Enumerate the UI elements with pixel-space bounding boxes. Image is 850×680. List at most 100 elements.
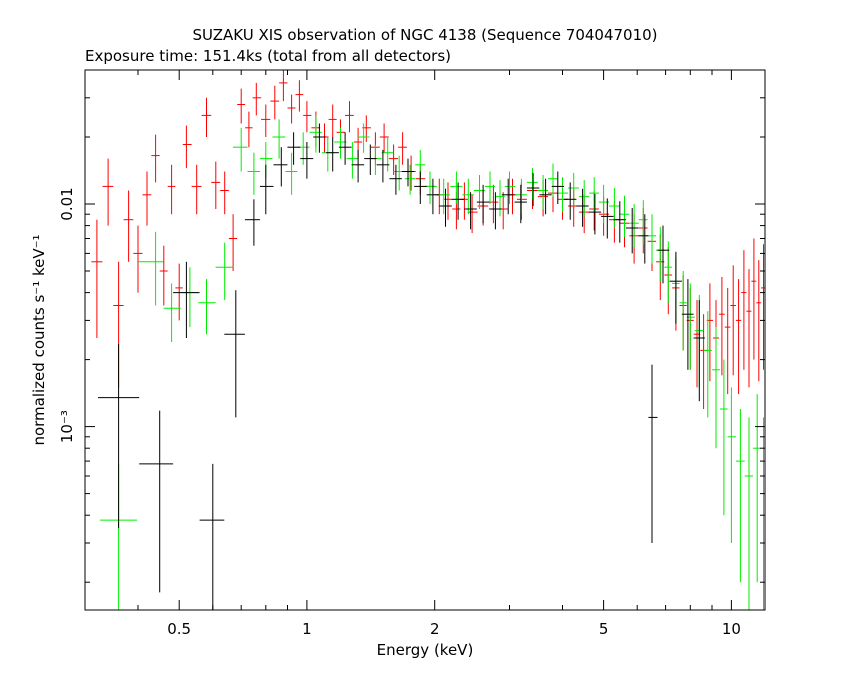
series-black [98, 123, 705, 610]
data-point [151, 134, 160, 183]
y-tick-label: 10⁻³ [58, 410, 76, 443]
data-point [273, 147, 288, 187]
data-point [261, 104, 271, 137]
x-tick-label: 2 [430, 620, 440, 638]
x-tick-label: 1 [302, 620, 312, 638]
data-point [476, 184, 490, 224]
data-point [303, 101, 312, 133]
data-point [287, 132, 301, 165]
x-axis-label: Energy (keV) [377, 641, 474, 659]
data-point [647, 214, 657, 264]
data-point [173, 261, 200, 338]
data-point [295, 80, 304, 112]
data-point [589, 177, 599, 213]
data-point [133, 225, 143, 293]
axis-layer: 0.5 1 2 5 10 0.01 10⁻³ [58, 69, 765, 638]
data-point [495, 180, 505, 217]
data-point [744, 417, 754, 610]
data-point [462, 178, 474, 215]
data-point [578, 180, 590, 217]
data-point [537, 175, 548, 209]
data-point [719, 277, 725, 376]
data-point [526, 168, 538, 200]
data-point [159, 245, 168, 306]
data-point [657, 225, 670, 284]
data-point [557, 177, 569, 213]
data-point [98, 344, 140, 529]
data-point [351, 149, 365, 183]
data-point [426, 178, 440, 215]
data-point [247, 152, 260, 195]
data-point [724, 287, 731, 395]
data-point [526, 172, 540, 206]
data-point [669, 251, 682, 324]
data-point [489, 192, 502, 230]
data-point [198, 279, 216, 335]
data-point [741, 250, 747, 370]
data-point [703, 311, 712, 418]
data-point [761, 244, 765, 370]
data-point [270, 85, 280, 120]
data-point [215, 242, 233, 301]
data-point [285, 152, 298, 195]
data-point [548, 163, 558, 197]
data-point [730, 265, 736, 376]
data-point [679, 271, 687, 351]
data-point [539, 178, 552, 215]
data-point [626, 208, 639, 254]
data-point [756, 260, 762, 382]
data-point [551, 171, 564, 204]
x-tick-label: 10 [722, 620, 741, 638]
data-point [244, 199, 260, 246]
data-point [751, 238, 757, 360]
data-point [648, 364, 658, 543]
data-point [376, 149, 390, 183]
data-point [245, 111, 253, 148]
data-point [272, 119, 286, 159]
data-point [439, 188, 452, 227]
data-point [167, 164, 176, 215]
data-point [564, 182, 577, 220]
data-point [313, 123, 327, 153]
data-point [425, 171, 437, 204]
data-point [346, 142, 358, 179]
data-point [232, 127, 248, 172]
data-point [201, 97, 212, 137]
data-point [404, 164, 416, 195]
data-point [228, 214, 238, 271]
data-point [388, 144, 399, 175]
data-point [364, 144, 377, 175]
data-point [287, 94, 296, 124]
data-point [398, 132, 407, 165]
data-point [514, 184, 527, 224]
data-point [414, 171, 427, 204]
data-point [464, 192, 477, 230]
data-point [279, 70, 288, 102]
data-point [91, 219, 103, 338]
data-point [451, 182, 465, 220]
y-axis-label: normalized counts s⁻¹ keV⁻¹ [30, 234, 48, 445]
data-point [576, 188, 589, 227]
data-point [137, 231, 164, 306]
data-point [102, 158, 114, 226]
data-point [139, 410, 174, 593]
data-point [237, 88, 246, 124]
data-point [252, 82, 262, 116]
data-point [123, 190, 134, 262]
data-point [191, 164, 202, 215]
data-layer [91, 70, 765, 610]
data-point [300, 142, 314, 179]
data-point [613, 201, 626, 243]
data-point [588, 193, 602, 235]
data-point [358, 123, 370, 153]
data-point [389, 164, 402, 195]
data-point [484, 171, 495, 204]
data-point [334, 127, 347, 159]
data-point [199, 463, 225, 610]
data-point [753, 394, 761, 583]
chart-subtitle: Exposure time: 151.4ks (total from all d… [85, 47, 451, 65]
data-point [163, 283, 181, 342]
data-point [727, 387, 736, 543]
data-point [501, 178, 515, 215]
